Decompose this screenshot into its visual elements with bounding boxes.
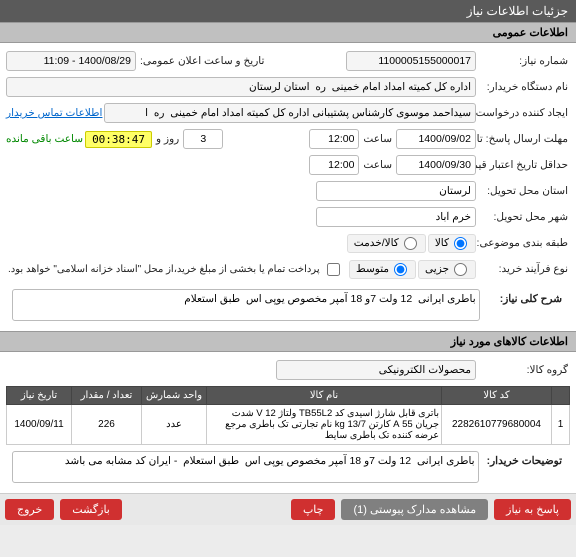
print-button[interactable]: چاپ xyxy=(291,499,336,520)
delivery-city-field[interactable] xyxy=(316,207,476,227)
button-bar: پاسخ به نیاز مشاهده مدارک پیوستی (1) چاپ… xyxy=(0,493,576,525)
attachments-button[interactable]: مشاهده مدارک پیوستی (1) xyxy=(341,499,488,520)
need-title-field: باطری ایرانی 12 ولت 7و 18 آمپر مخصوص یوپ… xyxy=(12,289,480,321)
need-title-label: شرح کلی نیاز: xyxy=(486,289,564,305)
price-valid-date-field[interactable] xyxy=(396,155,476,175)
table-row[interactable]: 1 2282610779680004 باتری قابل شارژ اسیدی… xyxy=(7,405,570,445)
delivery-city-label: شهر محل تحویل: xyxy=(478,211,570,223)
buyer-org-field xyxy=(6,77,476,97)
buyer-notes-field: باطری ایرانی 12 ولت 7و 18 آمپر مخصوص یوپ… xyxy=(12,451,479,483)
radio-medium[interactable] xyxy=(394,263,407,276)
radio-goods-label[interactable]: کالا xyxy=(428,234,476,253)
time-label-1: ساعت xyxy=(361,133,394,145)
time-remain-label: ساعت باقی مانده xyxy=(6,133,83,145)
buy-process-label: نوع فرآیند خرید: xyxy=(478,263,570,275)
days-remain-label: روز و xyxy=(154,133,181,145)
req-number-label: شماره نیاز: xyxy=(478,55,570,67)
reply-time-field[interactable] xyxy=(309,129,359,149)
radio-goods-text: کالا xyxy=(435,237,449,249)
days-remain-field xyxy=(183,129,223,149)
section-items: اطلاعات کالاهای مورد نیاز xyxy=(0,331,576,352)
countdown-timer: 00:38:47 xyxy=(85,131,152,148)
items-table: کد کالا نام کالا واحد شمارش تعداد / مقدا… xyxy=(6,386,570,445)
price-validity-label: حداقل تاریخ اعتبار قیمت: تا xyxy=(478,159,570,171)
col-qty: تعداد / مقدار xyxy=(72,387,142,405)
time-label-2: ساعت xyxy=(361,159,394,171)
reply-date-field[interactable] xyxy=(396,129,476,149)
delivery-province-field[interactable] xyxy=(316,181,476,201)
radio-goods[interactable] xyxy=(454,237,467,250)
goods-group-label: گروه کالا: xyxy=(478,364,570,376)
req-number-field xyxy=(346,51,476,71)
price-valid-time-field[interactable] xyxy=(309,155,359,175)
creator-field xyxy=(104,103,476,123)
back-button[interactable]: بازگشت xyxy=(60,499,122,520)
subject-class-label: طبقه بندی موضوعی: xyxy=(478,237,570,249)
radio-medium-label[interactable]: متوسط xyxy=(349,260,416,279)
cell-date: 1400/09/11 xyxy=(7,405,72,445)
reply-deadline-label: مهلت ارسال پاسخ: تا xyxy=(478,133,570,145)
col-date: تاریخ نیاز xyxy=(7,387,72,405)
buyer-org-label: نام دستگاه خریدار: xyxy=(478,81,570,93)
section-general-info: اطلاعات عمومی xyxy=(0,22,576,43)
buyer-contact-link[interactable]: اطلاعات تماس خریدار xyxy=(6,107,102,119)
panel-title: جزئیات اطلاعات نیاز xyxy=(0,0,576,22)
radio-medium-text: متوسط xyxy=(356,263,389,275)
radio-small[interactable] xyxy=(454,263,467,276)
cell-code: 2282610779680004 xyxy=(442,405,552,445)
close-button[interactable]: خروج xyxy=(5,499,54,520)
col-index xyxy=(552,387,570,405)
partial-payment-checkbox[interactable] xyxy=(327,263,340,276)
cell-qty: 226 xyxy=(72,405,142,445)
table-header-row: کد کالا نام کالا واحد شمارش تعداد / مقدا… xyxy=(7,387,570,405)
radio-small-label[interactable]: جزیی xyxy=(418,260,476,279)
announce-datetime-label: تاریخ و ساعت اعلان عمومی: xyxy=(138,55,266,67)
cell-index: 1 xyxy=(552,405,570,445)
cell-name: باتری قابل شارژ اسیدی کد TB55L2 ولتاژ V … xyxy=(207,405,442,445)
delivery-province-label: استان محل تحویل: xyxy=(478,185,570,197)
goods-group-field xyxy=(276,360,476,380)
col-name: نام کالا xyxy=(207,387,442,405)
radio-service-label[interactable]: کالا/خدمت xyxy=(347,234,426,253)
reply-button[interactable]: پاسخ به نیاز xyxy=(494,499,571,520)
cell-unit: عدد xyxy=(142,405,207,445)
creator-label: ایجاد کننده درخواست: xyxy=(478,107,570,119)
announce-datetime-field xyxy=(6,51,136,71)
col-unit: واحد شمارش xyxy=(142,387,207,405)
partial-payment-label: پرداخت تمام یا بخشی از مبلغ خرید،از محل … xyxy=(6,264,322,275)
radio-service-text: کالا/خدمت xyxy=(354,237,399,249)
buyer-notes-label: توضیحات خریدار: xyxy=(485,451,564,467)
radio-service[interactable] xyxy=(404,237,417,250)
radio-small-text: جزیی xyxy=(425,263,449,275)
col-code: کد کالا xyxy=(442,387,552,405)
